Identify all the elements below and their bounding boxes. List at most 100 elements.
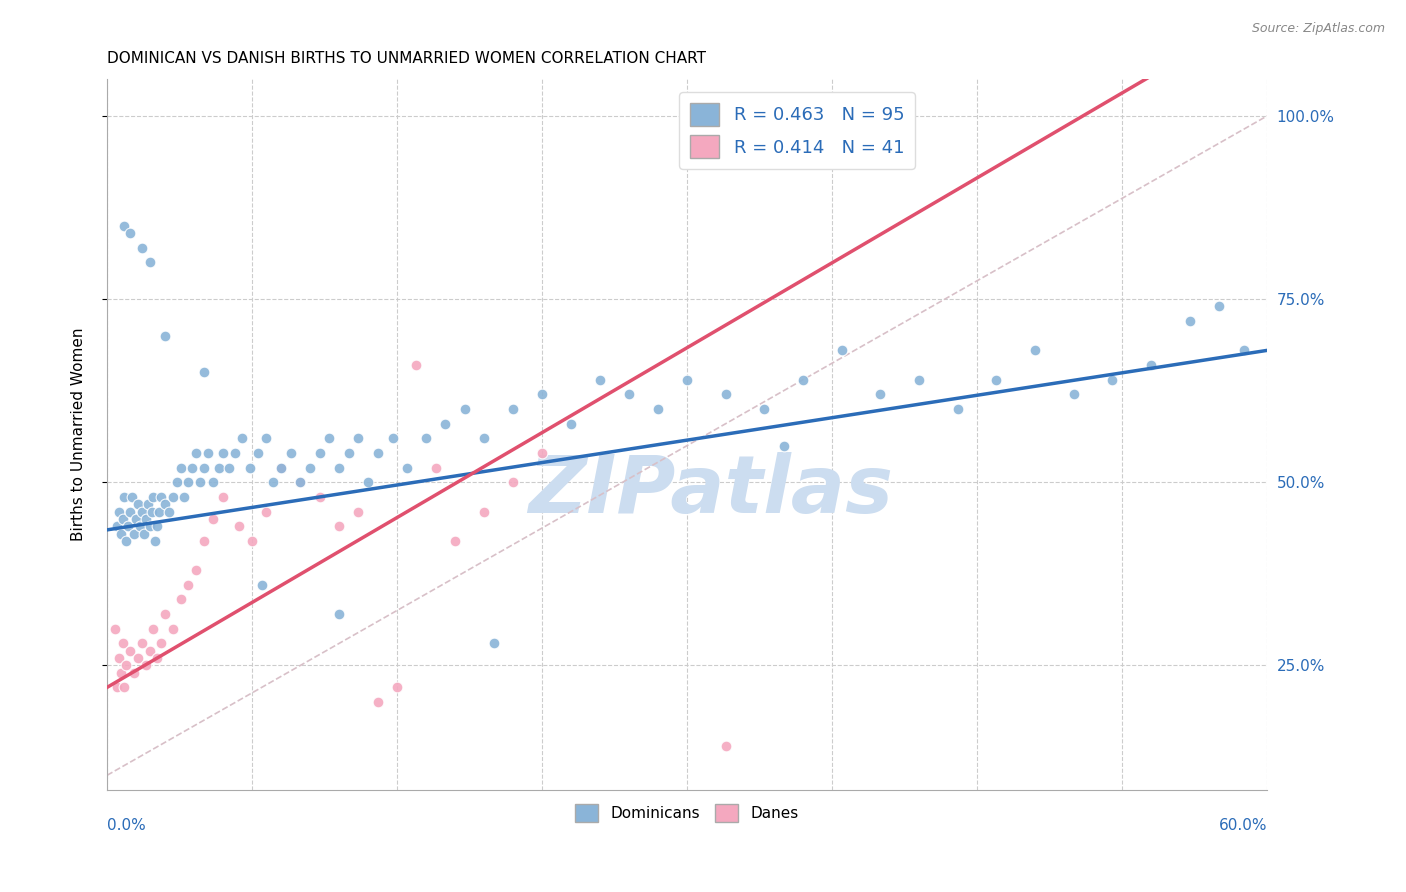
Point bbox=[385, 681, 408, 695]
Point bbox=[193, 365, 215, 379]
Point bbox=[169, 592, 191, 607]
Point bbox=[290, 475, 312, 490]
Point bbox=[502, 402, 524, 417]
Point bbox=[869, 387, 891, 401]
Point bbox=[589, 373, 612, 387]
Point bbox=[121, 490, 143, 504]
Point bbox=[1140, 358, 1163, 372]
Point bbox=[136, 497, 159, 511]
Point bbox=[127, 651, 149, 665]
Point bbox=[415, 431, 437, 445]
Text: Source: ZipAtlas.com: Source: ZipAtlas.com bbox=[1251, 22, 1385, 36]
Point bbox=[111, 512, 134, 526]
Point bbox=[115, 658, 138, 673]
Point bbox=[218, 460, 240, 475]
Point bbox=[239, 460, 262, 475]
Point bbox=[1233, 343, 1256, 358]
Point bbox=[114, 219, 136, 233]
Point bbox=[115, 533, 138, 548]
Point bbox=[131, 504, 153, 518]
Point bbox=[173, 490, 195, 504]
Point bbox=[270, 460, 292, 475]
Point bbox=[328, 460, 350, 475]
Point bbox=[328, 519, 350, 533]
Point bbox=[120, 644, 142, 658]
Point bbox=[472, 504, 495, 518]
Point bbox=[142, 490, 165, 504]
Point bbox=[405, 358, 427, 372]
Point bbox=[1178, 314, 1201, 328]
Point bbox=[240, 533, 263, 548]
Point bbox=[946, 402, 969, 417]
Point bbox=[831, 343, 853, 358]
Point bbox=[212, 490, 235, 504]
Point bbox=[110, 526, 132, 541]
Point bbox=[395, 460, 418, 475]
Point bbox=[145, 533, 167, 548]
Point bbox=[107, 651, 129, 665]
Point bbox=[347, 431, 370, 445]
Point bbox=[153, 497, 176, 511]
Point bbox=[444, 533, 467, 548]
Point bbox=[1024, 343, 1046, 358]
Point bbox=[111, 636, 134, 650]
Point bbox=[132, 526, 155, 541]
Point bbox=[308, 490, 330, 504]
Point bbox=[318, 431, 340, 445]
Point bbox=[454, 402, 477, 417]
Point bbox=[114, 490, 136, 504]
Point bbox=[231, 431, 253, 445]
Point bbox=[714, 387, 737, 401]
Point bbox=[246, 446, 269, 460]
Point bbox=[531, 446, 554, 460]
Point bbox=[184, 446, 207, 460]
Point bbox=[131, 241, 153, 255]
Point bbox=[120, 226, 142, 240]
Point bbox=[148, 504, 170, 518]
Point bbox=[212, 446, 235, 460]
Point bbox=[308, 446, 330, 460]
Point bbox=[270, 460, 292, 475]
Point bbox=[792, 373, 814, 387]
Point bbox=[131, 636, 153, 650]
Point bbox=[262, 475, 284, 490]
Point bbox=[129, 519, 152, 533]
Point bbox=[347, 504, 370, 518]
Point bbox=[560, 417, 582, 431]
Point bbox=[328, 607, 350, 621]
Point bbox=[105, 519, 128, 533]
Point bbox=[120, 504, 142, 518]
Point bbox=[531, 387, 554, 401]
Point bbox=[177, 578, 200, 592]
Point bbox=[141, 504, 163, 518]
Point bbox=[166, 475, 188, 490]
Point bbox=[177, 475, 200, 490]
Point bbox=[146, 651, 169, 665]
Point bbox=[110, 665, 132, 680]
Point bbox=[228, 519, 250, 533]
Point bbox=[146, 519, 169, 533]
Text: 0.0%: 0.0% bbox=[107, 818, 146, 833]
Point bbox=[157, 504, 180, 518]
Point bbox=[367, 446, 389, 460]
Point bbox=[138, 519, 160, 533]
Point bbox=[357, 475, 380, 490]
Point bbox=[754, 402, 776, 417]
Point bbox=[202, 475, 225, 490]
Point bbox=[169, 460, 191, 475]
Point bbox=[150, 490, 173, 504]
Text: ZIPatlas: ZIPatlas bbox=[527, 452, 893, 531]
Point bbox=[425, 460, 447, 475]
Point bbox=[150, 636, 173, 650]
Point bbox=[482, 636, 505, 650]
Point bbox=[254, 431, 277, 445]
Point bbox=[472, 431, 495, 445]
Point bbox=[184, 563, 207, 577]
Point bbox=[714, 739, 737, 753]
Point bbox=[1063, 387, 1085, 401]
Text: 60.0%: 60.0% bbox=[1219, 818, 1267, 833]
Point bbox=[135, 658, 157, 673]
Point bbox=[250, 578, 273, 592]
Point bbox=[908, 373, 931, 387]
Point bbox=[142, 622, 165, 636]
